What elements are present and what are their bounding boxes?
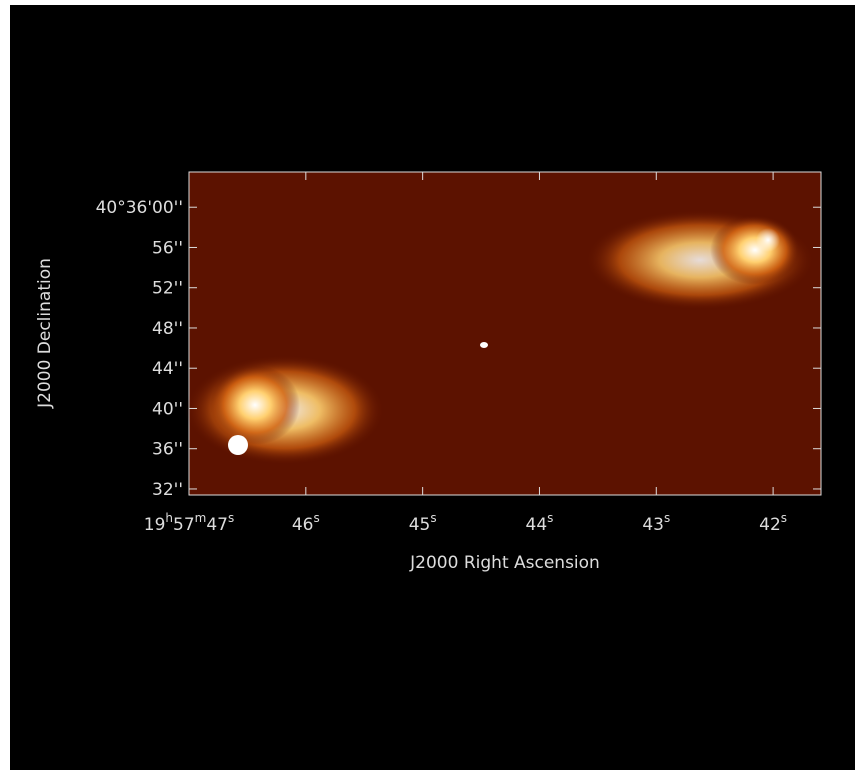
x-tick-label-part: h: [165, 511, 173, 525]
y-tick-label: 36'': [152, 440, 183, 460]
x-tick-label-part: s: [228, 511, 234, 525]
x-tick-label: 19h57m47s: [144, 511, 235, 535]
x-tick-label-part: 42: [759, 515, 781, 535]
x-tick-label-part: s: [430, 511, 436, 525]
x-tick-label-part: s: [781, 511, 787, 525]
y-axis-title: J2000 Declination: [35, 258, 55, 409]
y-tick-label: 32'': [152, 480, 183, 500]
y-tick-label: 40'': [152, 399, 183, 419]
x-tick-label-part: 45: [409, 515, 431, 535]
viewer: J2000 Right Ascension J2000 Declination …: [0, 0, 859, 770]
x-tick-label-part: 43: [642, 515, 664, 535]
x-tick-label-part: 47: [206, 515, 228, 535]
x-tick-label-part: s: [664, 511, 670, 525]
y-tick-label: 56'': [152, 238, 183, 258]
y-tick-label: 52'': [152, 279, 183, 299]
x-tick-label-part: s: [314, 511, 320, 525]
x-tick-label-part: 46: [292, 515, 314, 535]
x-tick-label-part: 19: [144, 515, 166, 535]
x-tick-label-part: s: [547, 511, 553, 525]
y-tick-label: 44'': [152, 359, 183, 379]
x-tick-label-part: m: [195, 511, 207, 525]
x-tick-label-part: 44: [526, 515, 548, 535]
x-axis-title: J2000 Right Ascension: [409, 553, 600, 573]
y-tick-label: 40°36'00'': [96, 198, 183, 218]
x-tick-label-part: 57: [173, 515, 195, 535]
y-tick-label: 48'': [152, 319, 183, 339]
